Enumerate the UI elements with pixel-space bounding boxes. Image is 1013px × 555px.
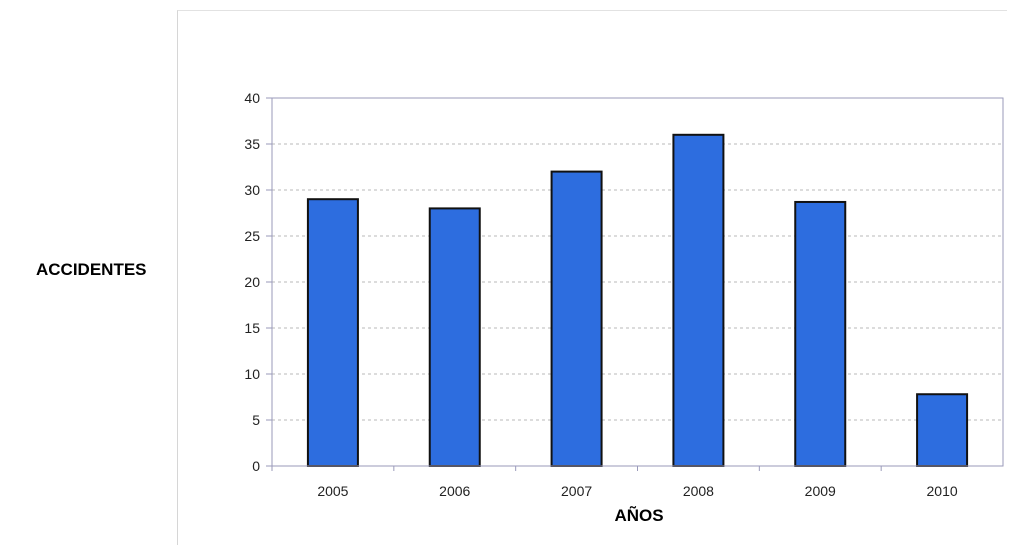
bar-2005 (306, 198, 359, 467)
x-tick-label: 2010 (927, 483, 958, 499)
bar-2007 (550, 170, 603, 467)
y-tick-label: 30 (244, 182, 260, 198)
chart-frame (177, 10, 1007, 545)
bar-2009 (794, 200, 847, 468)
x-tick-label: 2007 (561, 483, 592, 499)
y-tick-label: 20 (244, 274, 260, 290)
x-tick-label: 2005 (317, 483, 348, 499)
x-tick-label: 2009 (805, 483, 836, 499)
x-tick-label: 2006 (439, 483, 470, 499)
y-tick-label: 5 (252, 412, 260, 428)
y-tick-label: 25 (244, 228, 260, 244)
y-axis-label: ACCIDENTES (36, 260, 147, 279)
axes (266, 97, 1004, 471)
x-axis-label: AÑOS (614, 505, 663, 525)
y-tick-label: 15 (244, 320, 260, 336)
y-tick-label: 40 (244, 90, 260, 106)
y-tick-label: 0 (252, 458, 260, 474)
gridlines (272, 143, 1003, 421)
x-tick-label: 2008 (683, 483, 714, 499)
bar-2006 (428, 207, 481, 467)
bar-2010 (916, 393, 969, 467)
tick-labels: 0 5 10 15 20 25 30 35 40 2005 2006 2007 2008 2009 2010 (244, 90, 957, 499)
y-tick-label: 10 (244, 366, 260, 382)
y-tick-label: 35 (244, 136, 260, 152)
bar-2008 (672, 133, 725, 468)
bars (306, 133, 969, 468)
